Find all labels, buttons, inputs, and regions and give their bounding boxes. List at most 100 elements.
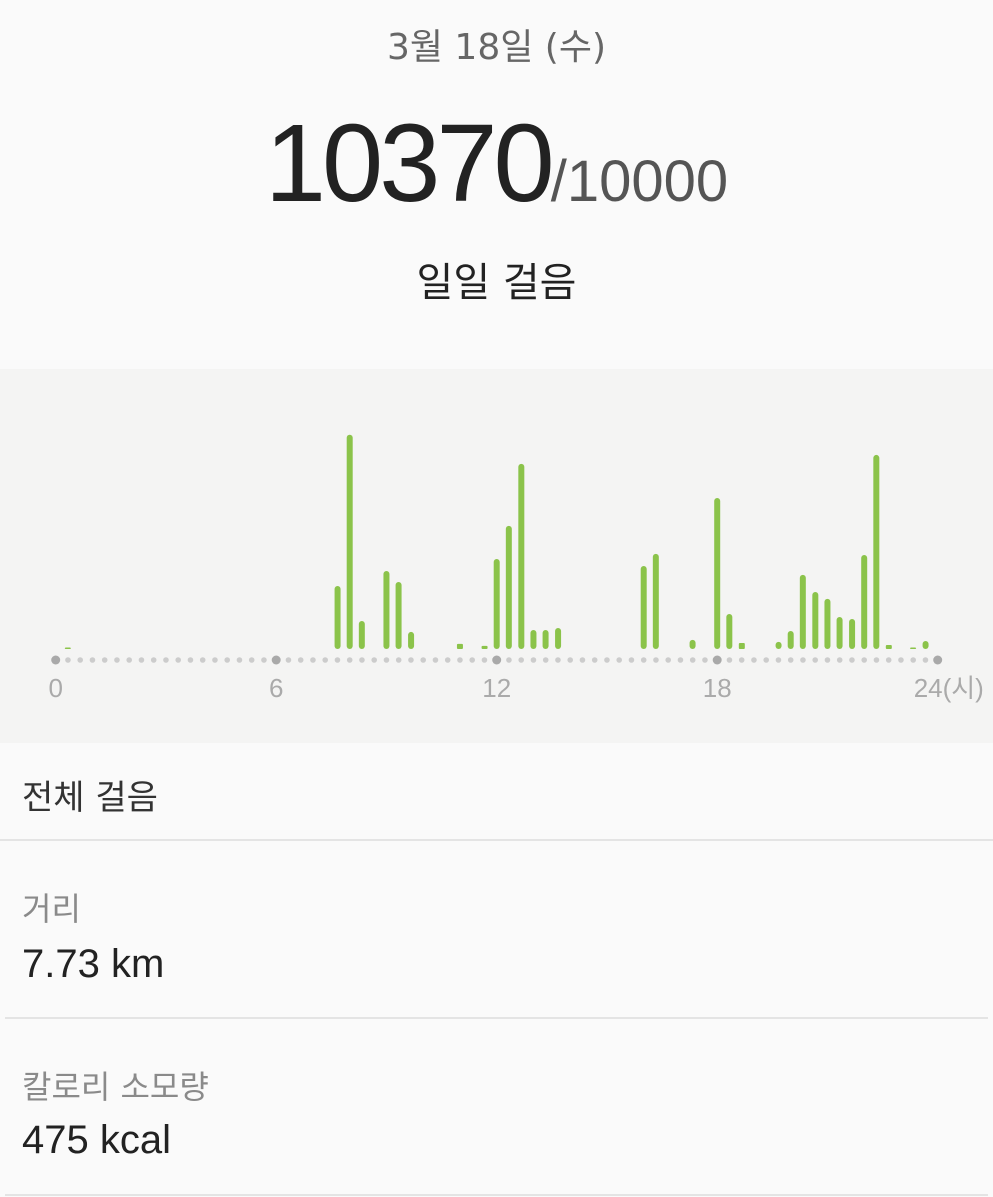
axis-dot xyxy=(444,657,451,663)
step-count: 10370 xyxy=(264,102,555,225)
step-bar xyxy=(824,598,831,649)
step-bar xyxy=(714,497,721,649)
calories-label: 칼로리 소모량 xyxy=(22,1068,209,1106)
axis-dot xyxy=(665,657,671,663)
axis-dot xyxy=(285,657,292,663)
axis-dot xyxy=(175,657,181,663)
step-bar xyxy=(456,643,463,649)
axis-dot xyxy=(910,657,916,663)
total-steps-title: 전체 걸음 xyxy=(22,778,158,818)
daily-steps-label: 일일 걸음 xyxy=(416,260,577,306)
axis-dot xyxy=(322,657,329,663)
axis-dot xyxy=(310,657,316,663)
axis-dot xyxy=(922,657,929,663)
axis-dot xyxy=(726,657,733,663)
axis-dot xyxy=(163,657,169,663)
axis-dot xyxy=(138,657,145,663)
axis-dot xyxy=(555,657,561,663)
x-tick-label: 18 xyxy=(703,673,732,703)
axis-dot xyxy=(187,657,194,663)
axis-dot xyxy=(579,657,586,663)
axis-major-dot xyxy=(492,655,502,665)
axis-major-dot xyxy=(271,655,281,665)
axis-major-dot xyxy=(712,655,722,665)
step-bar xyxy=(922,641,929,649)
step-bar xyxy=(358,621,365,649)
step-bar xyxy=(812,591,819,649)
step-bar xyxy=(861,554,868,649)
axis-dot xyxy=(89,657,96,663)
chart-svg: 0 6 12 18 24(시) xyxy=(48,434,984,703)
axis-dot xyxy=(248,657,255,663)
step-bar xyxy=(885,645,892,649)
step-bar xyxy=(738,643,745,649)
distance-label: 거리 xyxy=(22,890,81,928)
divider xyxy=(5,1017,988,1019)
x-tick-label: 0 xyxy=(48,673,62,703)
step-bar xyxy=(775,641,782,649)
axis-dot xyxy=(738,657,745,663)
axis-dot xyxy=(567,657,573,663)
step-bar xyxy=(652,553,659,649)
axis-dot xyxy=(898,657,904,663)
axis-dot xyxy=(457,657,463,663)
step-goal: /10000 xyxy=(550,149,729,214)
x-tick-label: 6 xyxy=(269,673,283,703)
axis-dot xyxy=(101,657,108,663)
step-bar xyxy=(836,617,843,649)
distance-value: 7.73 km xyxy=(22,942,165,986)
step-bar xyxy=(481,645,488,649)
step-bar xyxy=(542,629,549,649)
axis-dot xyxy=(604,657,610,663)
axis-dot xyxy=(383,657,390,663)
step-bar xyxy=(334,586,341,649)
axis-dot xyxy=(126,657,132,663)
axis-dot xyxy=(371,657,378,663)
axis-dot xyxy=(640,657,647,663)
axis-major-dot xyxy=(51,655,61,665)
step-bar xyxy=(555,627,562,649)
step-bar xyxy=(726,613,733,649)
axis-dot xyxy=(481,657,488,663)
axis-dot xyxy=(359,657,365,663)
step-bar xyxy=(346,434,353,649)
axis-dot xyxy=(861,657,867,663)
axis-dot xyxy=(628,657,635,663)
axis-dot xyxy=(150,657,157,663)
step-count-display: 10370/10000 xyxy=(0,100,993,227)
axis-dot xyxy=(346,657,353,663)
step-bar xyxy=(493,558,500,649)
axis-dot xyxy=(775,657,782,663)
step-bar xyxy=(640,566,647,649)
axis-dot xyxy=(395,657,402,663)
hourly-steps-chart: 0 6 12 18 24(시) xyxy=(0,369,993,743)
step-bar xyxy=(383,570,390,649)
axis-dot xyxy=(873,657,880,663)
axis-dot xyxy=(689,657,696,663)
axis-dot xyxy=(518,657,524,663)
axis-dot xyxy=(787,657,794,663)
x-tick-label: 12 xyxy=(482,673,511,703)
axis-dot xyxy=(530,657,537,663)
x-tick-label: 24(시) xyxy=(914,673,984,703)
axis-dot xyxy=(677,657,684,663)
step-bar xyxy=(689,639,696,649)
axis-dot xyxy=(420,657,427,663)
axis-dot xyxy=(506,657,512,663)
axis-dot xyxy=(542,657,549,663)
step-bar xyxy=(518,463,525,649)
axis-dot xyxy=(812,657,818,663)
step-bar xyxy=(408,631,415,649)
axis-dot xyxy=(236,657,243,663)
axis-dot xyxy=(408,657,414,663)
axis-dot xyxy=(65,657,71,663)
axis-dot xyxy=(849,657,855,663)
axis-dot xyxy=(224,657,230,663)
axis-dot xyxy=(751,657,757,663)
step-bar xyxy=(530,629,537,649)
step-bar xyxy=(787,631,794,649)
axis-dot xyxy=(114,657,120,663)
date-label: 3월 18일 (수) xyxy=(386,27,607,68)
axis-dot xyxy=(469,657,476,663)
step-bar xyxy=(64,647,71,649)
